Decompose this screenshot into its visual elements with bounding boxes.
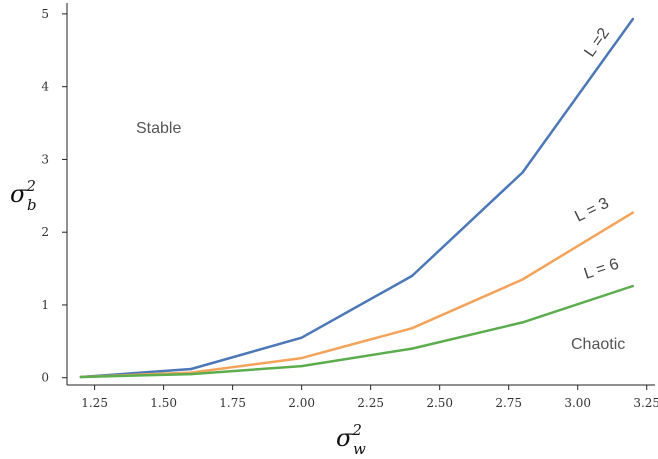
series-line-2: [80, 284, 634, 379]
x-axis-title: σ2 w: [336, 421, 366, 458]
data-point: [300, 364, 303, 368]
data-point: [410, 274, 414, 278]
data-point: [79, 375, 83, 379]
data-point: [190, 372, 193, 376]
data-point: [631, 17, 635, 21]
y-tick-label: 1: [41, 298, 49, 312]
x-tick-label: 2.25: [357, 396, 384, 410]
x-tick-label: 3.00: [564, 396, 591, 410]
x-tick-label: 3.25: [633, 396, 658, 410]
series-line-0: [80, 18, 634, 379]
x-tick-label: 1.50: [150, 396, 177, 410]
x-axis-title-base: σ: [336, 424, 353, 452]
data-point: [190, 367, 193, 371]
x-tick-label: 1.25: [81, 396, 108, 410]
stable-region-label: Stable: [136, 120, 181, 137]
y-tick-label: 4: [41, 80, 49, 94]
data-point: [521, 278, 524, 281]
series-line-1: [80, 211, 634, 379]
data-point: [410, 347, 414, 350]
x-axis-title-sup: 2: [351, 421, 362, 439]
y-axis-title-sub: b: [27, 196, 37, 214]
data-point: [300, 356, 303, 360]
y-tick-label: 3: [41, 152, 49, 166]
data-point: [631, 284, 635, 288]
y-tick-label: 2: [41, 225, 49, 239]
data-point: [631, 211, 635, 214]
x-tick-label: 2.50: [426, 396, 453, 410]
x-tick-label: 2.75: [495, 396, 522, 410]
data-point: [521, 321, 524, 324]
y-axis-title: σ2 b: [10, 177, 37, 214]
chaotic-region-label: Chaotic: [571, 336, 625, 353]
x-axis-title-sub: w: [353, 440, 366, 458]
axes: [66, 3, 655, 386]
x-tick-label: 2.00: [288, 396, 315, 410]
y-ticks: 0 1 2 3 4 5: [41, 7, 67, 385]
y-tick-label: 5: [41, 7, 49, 21]
data-point: [410, 327, 414, 330]
x-tick-label: 1.75: [219, 396, 246, 410]
y-tick-label: 0: [41, 371, 49, 385]
series-lines: [79, 17, 635, 379]
y-axis-title-sup: 2: [25, 177, 36, 195]
x-ticks: 1.25 1.50 1.75 2.00 2.25 2.50 2.75 3.00 3.25: [81, 385, 658, 410]
y-axis-title-base: σ: [10, 180, 27, 208]
series-label-l3: L = 3: [572, 195, 611, 226]
series-label-l6: L = 6: [582, 256, 621, 283]
data-point: [521, 171, 524, 174]
data-point: [300, 336, 303, 339]
